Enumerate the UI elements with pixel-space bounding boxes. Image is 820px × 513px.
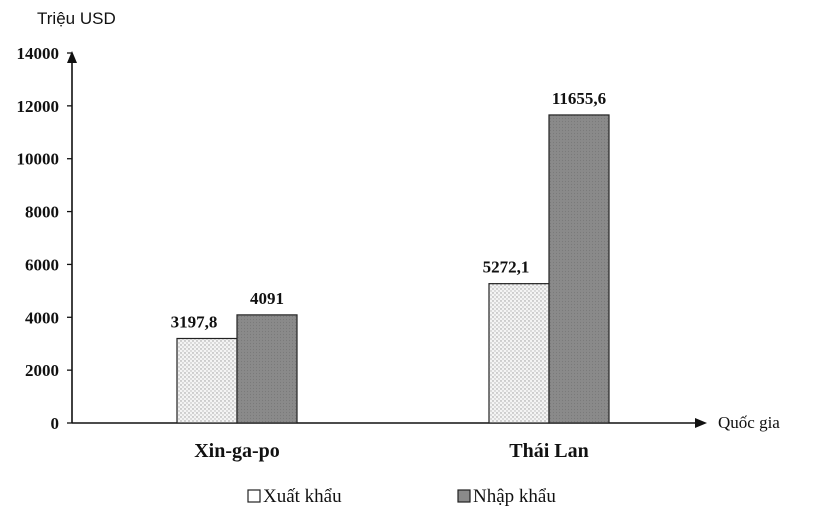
bar [488, 283, 550, 424]
y-tick-label: 8000 [25, 203, 59, 222]
bar-data-label: 4091 [250, 289, 284, 308]
y-tick-label: 0 [51, 414, 60, 433]
bar-data-label: 11655,6 [552, 89, 606, 108]
legend-label: Xuất khẩu [263, 486, 342, 507]
y-axis-arrow [67, 51, 77, 63]
bar-data-label: 3197,8 [171, 312, 218, 331]
y-tick-label: 2000 [25, 361, 59, 380]
bar [548, 114, 610, 424]
x-axis-arrow [695, 418, 707, 428]
y-tick-label: 4000 [25, 308, 59, 327]
x-category-label: Thái Lan [509, 440, 588, 462]
bar-data-label: 5272,1 [483, 258, 530, 277]
legend-swatch [457, 489, 471, 503]
legend-label: Nhập khẩu [473, 486, 556, 507]
y-axis-title: Triệu USD [37, 9, 116, 28]
plot-area: 0 2000 4000 6000 8000 10000 12000 14000 Xin-ga-p… [17, 44, 707, 462]
legend: Xuất khẩu Nhập khẩu [247, 486, 556, 507]
y-tick-label: 14000 [17, 44, 60, 63]
x-category-label: Xin-ga-po [194, 440, 280, 462]
y-tick-label: 10000 [17, 150, 60, 169]
bar [236, 314, 298, 424]
bar [176, 337, 238, 424]
y-tick-label: 6000 [25, 255, 59, 274]
x-axis-title: Quốc gia [718, 413, 780, 432]
legend-swatch [247, 489, 261, 503]
y-tick-label: 12000 [17, 97, 60, 116]
